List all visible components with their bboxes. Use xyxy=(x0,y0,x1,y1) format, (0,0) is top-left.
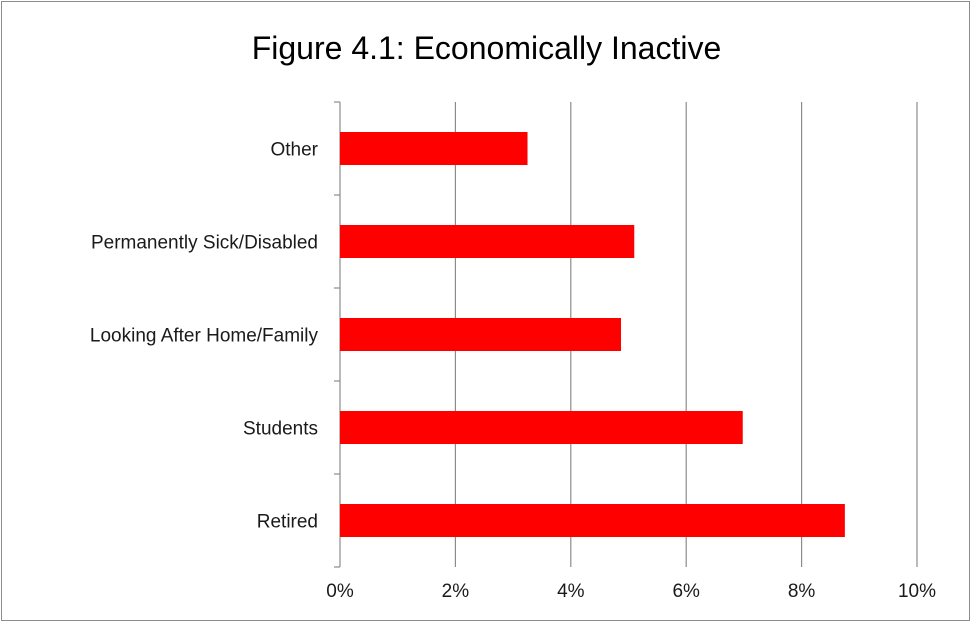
x-tick-label: 8% xyxy=(788,581,816,602)
x-tick-label: 6% xyxy=(672,581,700,602)
bar xyxy=(340,318,621,351)
bar xyxy=(340,411,743,444)
x-tick-label: 0% xyxy=(326,581,354,602)
x-tick-label: 2% xyxy=(442,581,470,602)
bar xyxy=(340,504,845,537)
category-label: Looking After Home/Family xyxy=(90,326,319,347)
chart-title: Figure 4.1: Economically Inactive xyxy=(251,30,722,66)
category-label: Students xyxy=(243,419,318,440)
category-label: Permanently Sick/Disabled xyxy=(91,233,318,254)
bar xyxy=(340,225,635,258)
bar xyxy=(340,132,528,165)
x-tick-label: 4% xyxy=(557,581,585,602)
category-label: Retired xyxy=(257,512,318,533)
x-tick-label: 10% xyxy=(898,581,936,602)
category-label: Other xyxy=(270,140,318,161)
